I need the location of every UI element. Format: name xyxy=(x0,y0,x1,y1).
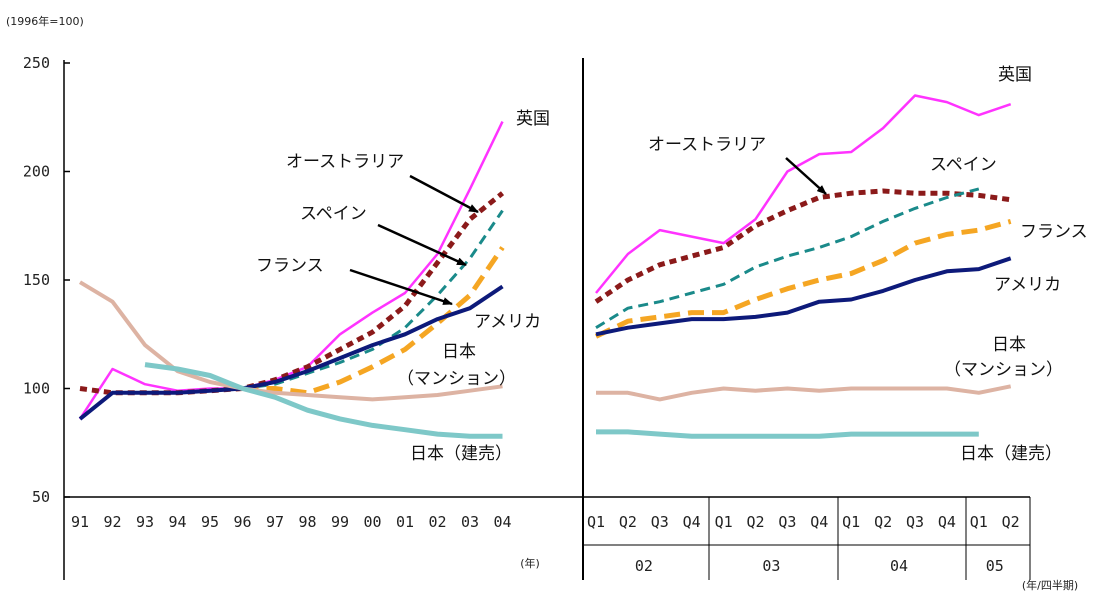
left-label-japan-condo-2: （マンション） xyxy=(397,369,516,389)
left-series-line-4 xyxy=(78,284,504,421)
x-tick-label: 93 xyxy=(136,513,154,531)
left-series-line-0 xyxy=(78,121,504,420)
axes xyxy=(63,58,1031,580)
quarter-tick-label: Q1 xyxy=(587,513,605,531)
quarter-tick-label: Q2 xyxy=(746,513,764,531)
right-label-japan-condo-2: （マンション） xyxy=(944,360,1063,380)
right-series-line-2 xyxy=(595,187,980,329)
left-label-japan-house: 日本（建売） xyxy=(410,444,512,464)
right-series-line-0 xyxy=(595,94,1012,294)
quarter-tick-label: Q2 xyxy=(1002,513,1020,531)
year-group-label: 03 xyxy=(762,557,780,575)
x-tick-label: 94 xyxy=(168,513,186,531)
quarter-tick-label: Q3 xyxy=(651,513,669,531)
quarter-tick-label: Q4 xyxy=(810,513,828,531)
right-series-line-1 xyxy=(594,188,1012,304)
left-panel-series xyxy=(78,121,505,439)
quarter-tick-label: Q1 xyxy=(842,513,860,531)
right-label-australia: オーストラリア xyxy=(648,135,766,155)
x-tick-label: 03 xyxy=(461,513,479,531)
y-tick-label: 100 xyxy=(23,380,50,398)
right-series-line-3 xyxy=(594,218,1012,339)
left-label-uk: 英国 xyxy=(516,109,550,129)
year-group-label: 04 xyxy=(890,557,908,575)
quarter-tick-label: Q1 xyxy=(715,513,733,531)
quarter-tick-label: Q1 xyxy=(970,513,988,531)
arrow-spain xyxy=(377,223,467,267)
y-tick-label: 250 xyxy=(23,54,50,72)
quarter-tick-label: Q2 xyxy=(619,513,637,531)
arrow-france xyxy=(349,268,453,306)
x-tick-label: 02 xyxy=(428,513,446,531)
year-group-label: 05 xyxy=(986,557,1004,575)
left-label-australia: オーストラリア xyxy=(286,152,404,172)
quarter-tick-label: Q3 xyxy=(906,513,924,531)
x-tick-label: 91 xyxy=(71,513,89,531)
x-tick-label: 96 xyxy=(233,513,251,531)
right-series-line-5 xyxy=(596,384,1012,402)
right-label-spain: スペイン xyxy=(930,155,997,175)
arrow-australia xyxy=(409,174,479,214)
arrow-australia-right xyxy=(785,157,827,195)
x-tick-label: 95 xyxy=(201,513,219,531)
right-label-usa: アメリカ xyxy=(994,275,1061,295)
quarter-tick-label: Q4 xyxy=(683,513,701,531)
x-tick-label: 00 xyxy=(363,513,381,531)
right-panel-series xyxy=(594,94,1012,439)
left-label-japan-condo-1: 日本 xyxy=(442,342,476,362)
left-label-france: フランス xyxy=(256,256,324,276)
left-label-spain: スペイン xyxy=(300,204,367,224)
unit-label: (1996年=100) xyxy=(6,14,84,28)
right-label-france: フランス xyxy=(1020,222,1088,242)
year-group-label: 02 xyxy=(635,557,653,575)
right-label-uk: 英国 xyxy=(998,65,1032,85)
left-series-line-3 xyxy=(242,246,505,396)
y-tick-label: 50 xyxy=(32,488,50,506)
left-label-usa: アメリカ xyxy=(474,312,541,332)
x-tick-label: 99 xyxy=(331,513,349,531)
right-series-line-6 xyxy=(596,429,979,439)
y-tick-label: 200 xyxy=(23,163,50,181)
series-labels: 英国 オーストラリア スペイン フランス アメリカ 日本 （マンション） 日本（… xyxy=(256,65,1088,464)
left-series-line-6 xyxy=(144,362,503,439)
x-tick-label: 04 xyxy=(493,513,511,531)
right-label-japan-house: 日本（建売） xyxy=(960,444,1062,464)
quarter-tick-label: Q4 xyxy=(938,513,956,531)
x-tick-label: 98 xyxy=(298,513,316,531)
x-tick-label: 92 xyxy=(103,513,121,531)
x-tick-label: 01 xyxy=(396,513,414,531)
y-axis-ticks: 250 200 150 100 50 xyxy=(23,54,50,506)
right-label-japan-condo-1: 日本 xyxy=(992,335,1026,355)
quarter-tick-label: Q3 xyxy=(778,513,796,531)
left-x-axis-label: (年) xyxy=(520,556,540,570)
quarter-tick-label: Q2 xyxy=(874,513,892,531)
x-axis-ticks: 91 92 93 94 95 96 97 98 99 00 01 02 03 04 (年) Q1 Q2 Q3 Q4 Q… xyxy=(71,513,1078,592)
y-tick-label: 150 xyxy=(23,271,50,289)
left-series-line-5 xyxy=(78,280,503,402)
left-series-line-2 xyxy=(242,209,504,390)
right-series-line-4 xyxy=(595,256,1012,337)
x-tick-label: 97 xyxy=(266,513,284,531)
right-x-axis-label: (年/四半期) xyxy=(1022,578,1078,592)
